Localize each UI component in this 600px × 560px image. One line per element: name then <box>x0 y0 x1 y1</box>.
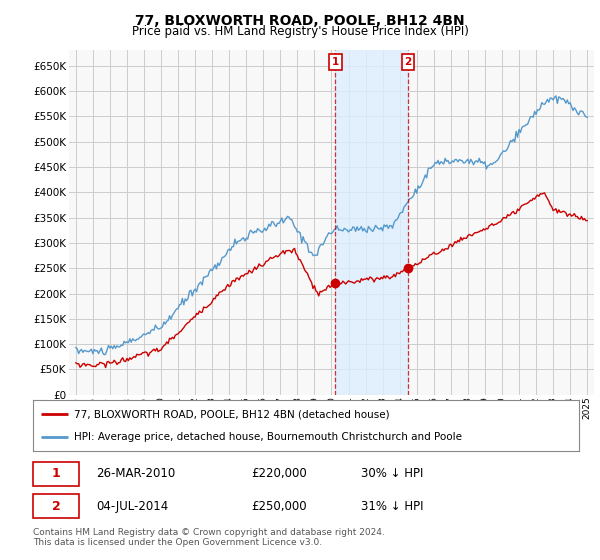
Text: 2: 2 <box>404 57 412 67</box>
FancyBboxPatch shape <box>33 462 79 486</box>
Text: 1: 1 <box>332 57 339 67</box>
Text: 26-MAR-2010: 26-MAR-2010 <box>96 468 175 480</box>
Text: 2: 2 <box>52 500 61 512</box>
Text: 77, BLOXWORTH ROAD, POOLE, BH12 4BN: 77, BLOXWORTH ROAD, POOLE, BH12 4BN <box>135 14 465 28</box>
Text: 31% ↓ HPI: 31% ↓ HPI <box>361 500 423 512</box>
FancyBboxPatch shape <box>33 494 79 518</box>
Text: Price paid vs. HM Land Registry's House Price Index (HPI): Price paid vs. HM Land Registry's House … <box>131 25 469 38</box>
Text: 77, BLOXWORTH ROAD, POOLE, BH12 4BN (detached house): 77, BLOXWORTH ROAD, POOLE, BH12 4BN (det… <box>74 409 389 419</box>
Text: HPI: Average price, detached house, Bournemouth Christchurch and Poole: HPI: Average price, detached house, Bour… <box>74 432 462 442</box>
Text: 30% ↓ HPI: 30% ↓ HPI <box>361 468 423 480</box>
Text: 1: 1 <box>52 468 61 480</box>
Text: Contains HM Land Registry data © Crown copyright and database right 2024.
This d: Contains HM Land Registry data © Crown c… <box>33 528 385 547</box>
Text: £250,000: £250,000 <box>251 500 307 512</box>
Text: 04-JUL-2014: 04-JUL-2014 <box>96 500 168 512</box>
Text: £220,000: £220,000 <box>251 468 307 480</box>
Bar <box>335 50 408 395</box>
